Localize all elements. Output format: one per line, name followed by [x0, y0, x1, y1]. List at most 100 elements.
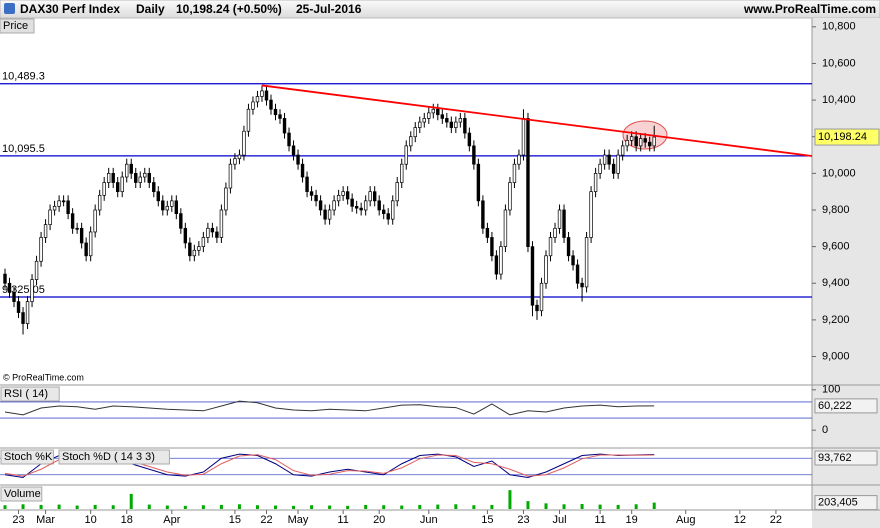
candle-body — [413, 127, 417, 138]
candle-body — [485, 227, 490, 238]
volume-bar — [400, 505, 404, 509]
candle-body — [43, 224, 48, 238]
site: www.ProRealTime.com — [743, 2, 876, 16]
candle-body — [350, 198, 354, 207]
x-tick-label: Jun — [420, 514, 438, 526]
candle-body — [120, 176, 124, 193]
candle-body — [449, 121, 454, 128]
candle-body — [48, 209, 52, 225]
candle-body — [530, 246, 535, 306]
level-label: 10,489.3 — [2, 71, 45, 83]
candle-body — [521, 118, 526, 156]
copyright: © ProRealTime.com — [3, 372, 84, 382]
indicator-label: Stoch %K — [4, 451, 53, 463]
candle-body — [445, 118, 449, 123]
candle-body — [197, 246, 201, 251]
volume-bar — [201, 505, 205, 509]
candle-body — [93, 209, 97, 233]
volume-bar — [454, 504, 458, 509]
candle-body — [377, 200, 381, 211]
volume-bar — [364, 504, 368, 509]
volume-bar — [237, 504, 241, 509]
candle-body — [647, 141, 652, 147]
candle-body — [201, 237, 206, 247]
candle-body — [557, 209, 562, 229]
volume-bar — [580, 503, 584, 509]
last-value-box — [814, 450, 878, 466]
candle-body — [476, 163, 481, 202]
candle-body — [291, 145, 296, 156]
x-tick-label: 20 — [373, 514, 385, 526]
candle-body — [278, 114, 282, 119]
x-tick-label: 22 — [260, 514, 272, 526]
candle-body — [327, 209, 332, 220]
candle-body — [116, 182, 120, 193]
volume-bar — [544, 503, 548, 509]
candle-body — [620, 145, 625, 156]
y-tick-label: 10,600 — [822, 57, 856, 69]
x-tick-label: 23 — [12, 514, 24, 526]
candle-body — [566, 237, 571, 257]
volume-bar — [562, 504, 566, 509]
candle-body — [638, 138, 643, 147]
candle-body — [431, 108, 435, 114]
candle-body — [391, 200, 395, 220]
candle-body — [575, 264, 580, 284]
candle-body — [161, 200, 165, 211]
candle-body — [237, 154, 242, 160]
candle-body — [454, 121, 458, 128]
volume-bar — [418, 504, 422, 509]
indicator-label-box — [0, 449, 54, 465]
candle-body — [323, 209, 327, 220]
volume-bar — [472, 505, 476, 509]
candle-body — [143, 173, 147, 178]
candle-body — [165, 205, 170, 211]
candle-body — [490, 237, 494, 257]
volume-bar — [436, 504, 440, 509]
candle-body — [228, 163, 233, 189]
y-tick-label: 100 — [822, 384, 840, 396]
indicator-label: Stoch %D ( 14 3 3) — [62, 451, 155, 463]
candle-body — [458, 118, 463, 123]
candle-body — [539, 282, 544, 312]
candle-body — [359, 207, 363, 211]
candle-body — [562, 209, 566, 238]
candle-body — [219, 209, 224, 238]
trend-line — [261, 84, 813, 157]
candle-body — [517, 154, 521, 165]
volume-bar — [111, 505, 115, 509]
candle-body — [125, 163, 129, 178]
y-tick-label: 10,000 — [822, 167, 856, 179]
symbol: DAX30 Perf Index — [20, 2, 120, 16]
last-price-box — [814, 128, 880, 146]
candle-body — [170, 200, 174, 207]
x-tick-label: Mar — [36, 514, 55, 526]
candle-body — [260, 90, 264, 97]
y-tick-label: 10,400 — [822, 94, 856, 106]
candle-body — [512, 163, 517, 183]
quote: 10,198.24 (+0.50%) — [176, 2, 282, 16]
candle-body — [409, 136, 413, 147]
indicator-label: Volume — [4, 488, 41, 500]
candle-body — [156, 191, 160, 202]
x-tick-label: 19 — [626, 514, 638, 526]
candle-body — [25, 301, 30, 324]
candle-body — [39, 237, 43, 262]
candle-body — [354, 205, 359, 209]
candle-body — [61, 200, 66, 203]
candle-body — [332, 200, 336, 211]
candle-body — [395, 182, 399, 202]
y-tick-label: 10,800 — [822, 21, 856, 33]
candle-body — [652, 136, 656, 147]
volume-bar — [147, 504, 151, 509]
candle-body — [494, 255, 499, 275]
x-tick-label: 23 — [517, 514, 529, 526]
candle-body — [152, 182, 156, 193]
candle-body — [526, 118, 530, 247]
volume-bar — [129, 493, 133, 509]
panel-label-box — [0, 18, 35, 34]
candle-body — [242, 130, 246, 156]
candle-body — [503, 209, 508, 247]
candle-body — [134, 173, 138, 183]
candle-body — [305, 176, 309, 193]
